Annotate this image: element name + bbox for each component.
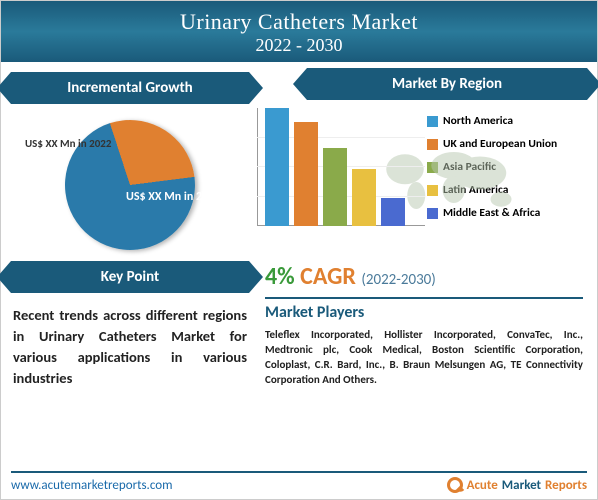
pie-label-2030: US$ XX Mn in 2030: [126, 190, 220, 204]
cagr-label: CAGR: [300, 262, 356, 291]
legend-item: North America: [427, 114, 587, 128]
region-chart: North AmericaUK and European UnionAsia P…: [257, 108, 587, 258]
keypoint-ribbon: Key Point: [11, 261, 249, 293]
cagr-value: 4%: [265, 262, 295, 291]
footer: www.acutemarketreports.com Acute Market …: [11, 471, 587, 493]
header: Urinary Catheters Market 2022 - 2030: [1, 1, 597, 62]
bar: [381, 198, 405, 226]
pie-label-2022: US$ XX Mn in 2022: [25, 138, 111, 150]
brand-word-2: Market: [502, 478, 541, 493]
players-heading: Market Players: [265, 297, 583, 322]
growth-ribbon: Incremental Growth: [11, 72, 249, 104]
bar-chart: [257, 108, 425, 238]
pie-chart: US$ XX Mn in 2022 US$ XX Mn in 2030: [11, 112, 249, 257]
legend-label: North America: [443, 114, 513, 128]
cagr-years: (2022-2030): [361, 271, 436, 289]
legend-swatch: [427, 116, 438, 127]
region-ribbon: Market By Region: [307, 68, 587, 100]
magnify-icon: [447, 477, 463, 493]
brand-word-1: Acute: [467, 478, 498, 493]
brand-word-3: Reports: [545, 478, 587, 493]
main-columns: Incremental Growth US$ XX Mn in 2022 US$…: [1, 62, 597, 393]
year-range: 2022 - 2030: [1, 35, 597, 56]
pie-graphic: [48, 103, 212, 267]
brand-logo: Acute Market Reports: [447, 477, 587, 493]
bar: [323, 148, 347, 226]
left-column: Incremental Growth US$ XX Mn in 2022 US$…: [11, 68, 249, 393]
right-column: Market By Region North AmericaUK and Eur…: [249, 68, 587, 393]
page-title: Urinary Catheters Market: [1, 9, 597, 35]
players-text: Teleflex Incorporated, Hollister Incorpo…: [257, 328, 587, 387]
bar: [294, 122, 318, 226]
keypoint-text: Recent trends across different regions i…: [11, 301, 249, 393]
bar: [265, 108, 289, 226]
cagr-line: 4% CAGR (2022-2030): [265, 262, 587, 291]
bar: [352, 169, 376, 226]
footer-url: www.acutemarketreports.com: [11, 478, 172, 493]
